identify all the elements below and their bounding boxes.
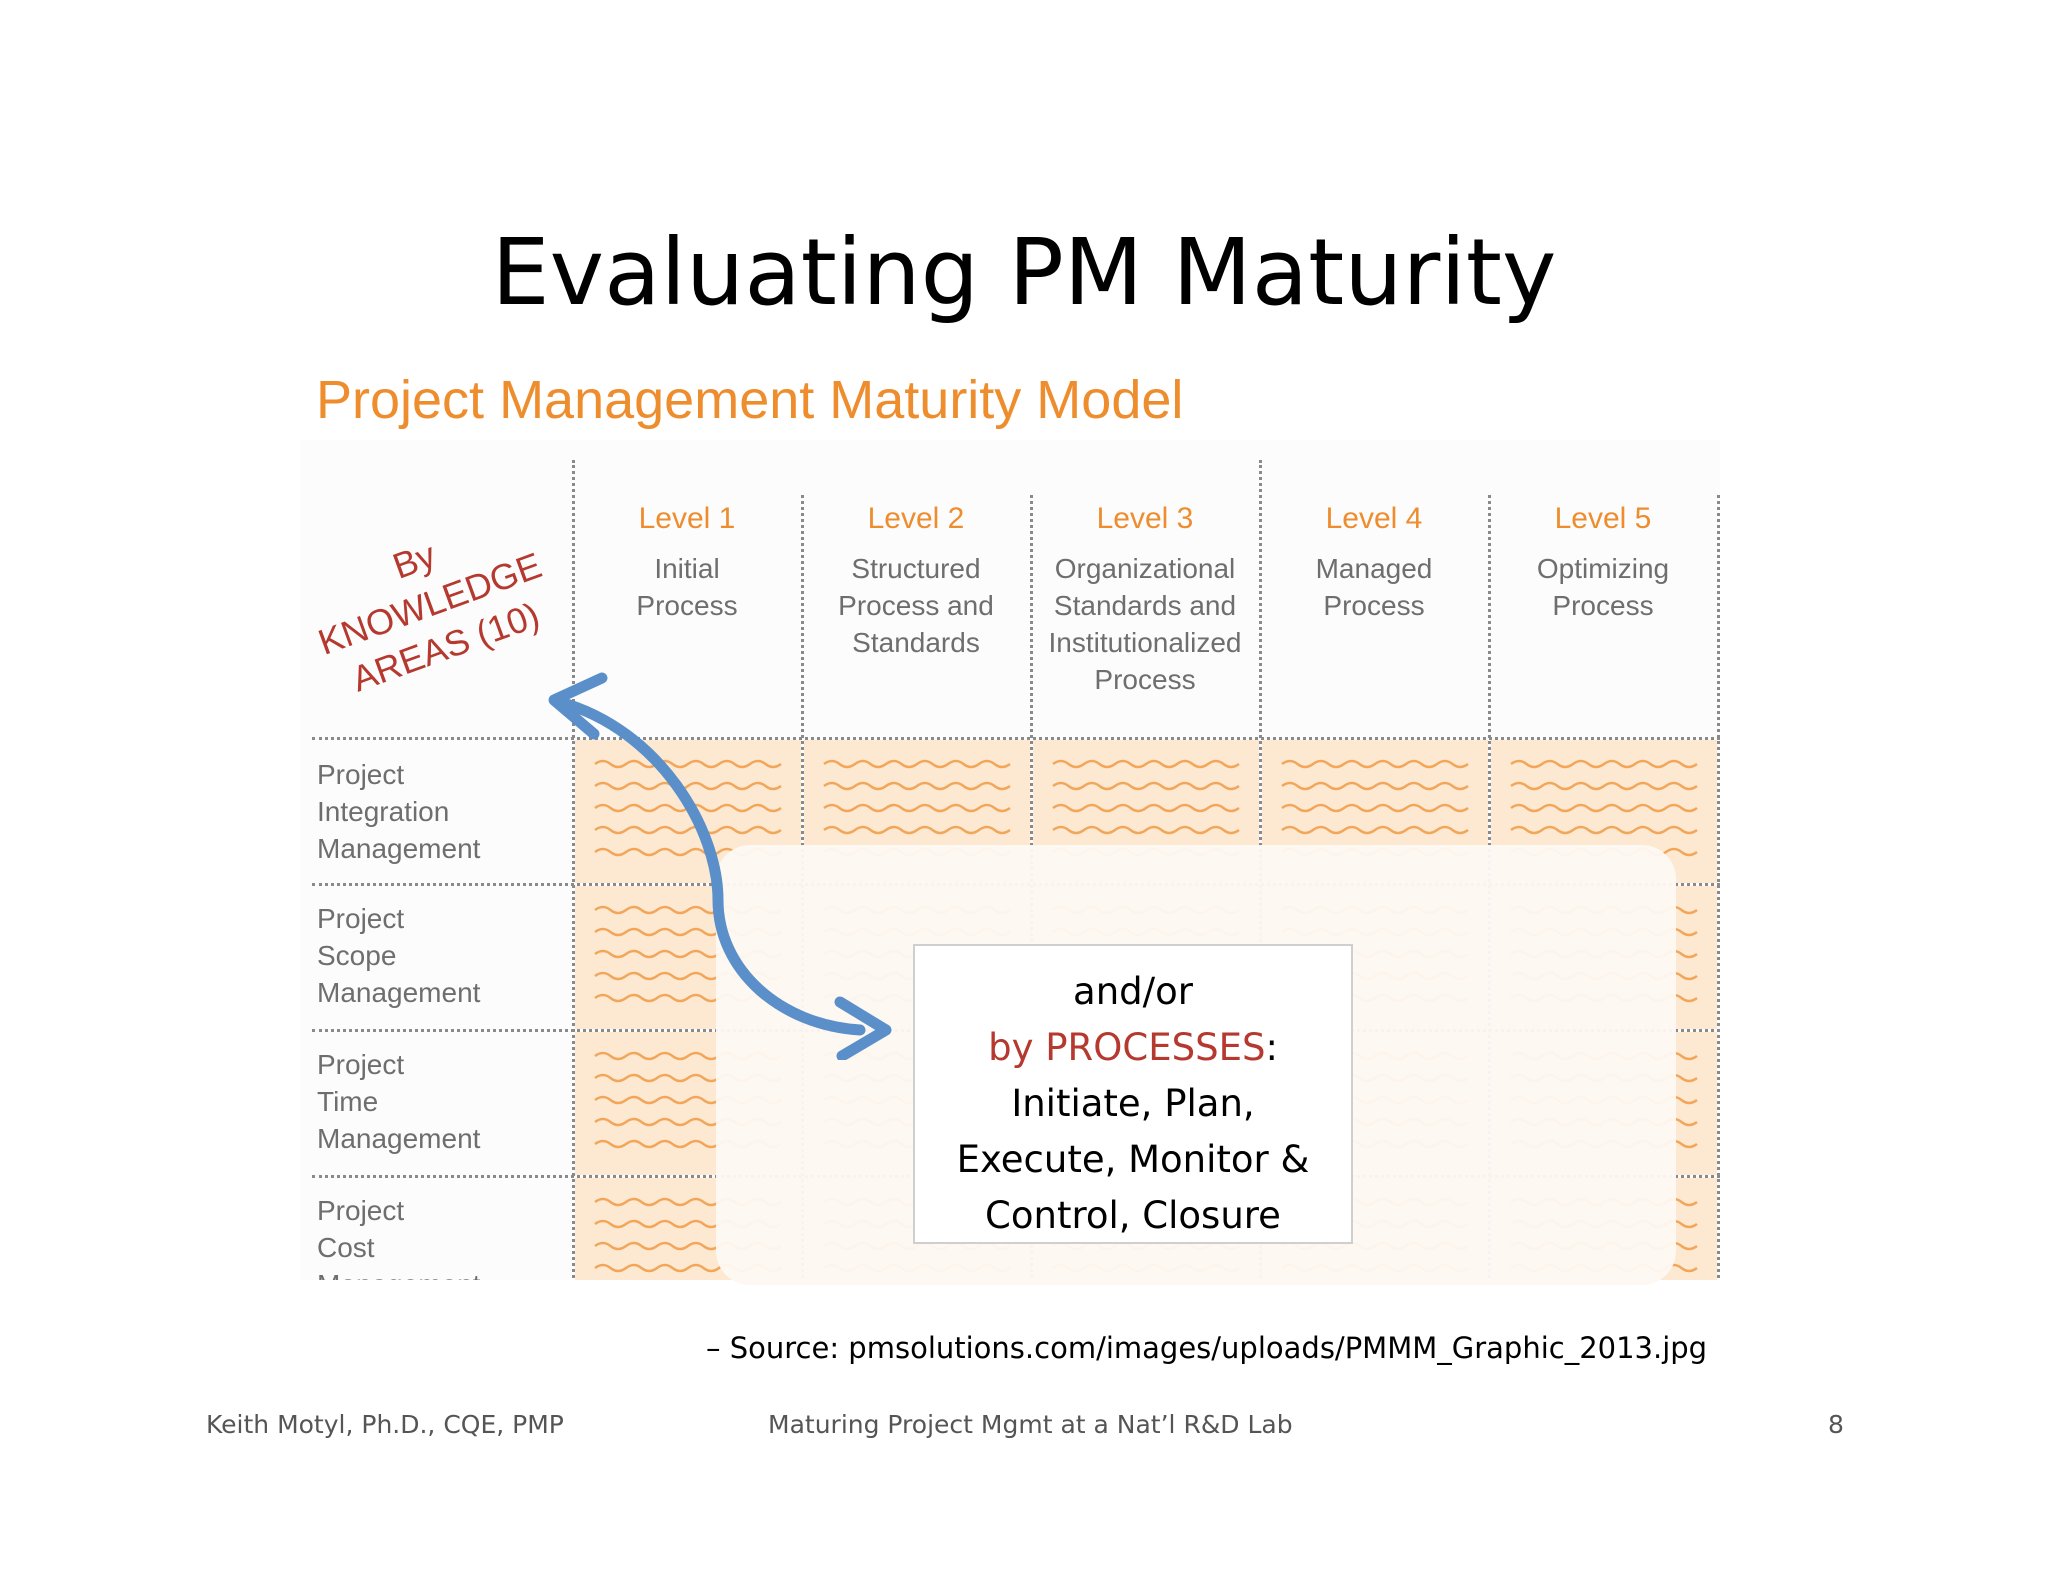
row-divider	[312, 737, 1720, 740]
slide-title: Evaluating PM Maturity	[491, 219, 1557, 326]
figure-title: Project Management Maturity Model	[316, 370, 1184, 430]
level-desc-line: Managed	[1315, 553, 1433, 584]
level-desc-line: Process	[1094, 664, 1196, 695]
row-label-time: Project Time Management	[317, 1046, 480, 1157]
level-desc-line: Structured	[851, 553, 981, 584]
level-header-1: Level 1 Initial Process	[572, 500, 802, 624]
level-desc-line: Initial	[654, 553, 720, 584]
level-label: Level 4	[1325, 502, 1423, 535]
row-label-line: Integration	[317, 796, 450, 827]
row-label-line: Time	[317, 1086, 379, 1117]
process-line-2: by PROCESSES:	[915, 1020, 1351, 1076]
column-divider	[1717, 495, 1720, 1280]
row-label-line: Project	[317, 1049, 405, 1080]
row-label-line: Cost	[317, 1232, 375, 1263]
row-label-line: Project	[317, 759, 405, 790]
level-desc-line: Process	[1323, 590, 1425, 621]
level-desc-line: Standards	[852, 627, 980, 658]
level-header-3: Level 3 Organizational Standards and Ins…	[1030, 500, 1260, 698]
level-desc-line: Organizational	[1054, 553, 1236, 584]
row-label-integration: Project Integration Management	[317, 756, 480, 867]
row-label-line: Management	[317, 1266, 480, 1280]
processes-annotation-box: and/or by PROCESSES: Initiate, Plan, Exe…	[913, 944, 1353, 1244]
level-header-5: Level 5 Optimizing Process	[1488, 500, 1718, 624]
level-label: Level 2	[867, 502, 965, 535]
footer-page-number: 8	[1828, 1410, 1844, 1439]
level-desc-line: Institutionalized	[1048, 627, 1242, 658]
level-label: Level 1	[638, 502, 736, 535]
double-headed-curved-arrow-icon	[548, 672, 892, 1060]
row-label-cost: Project Cost Management	[317, 1192, 480, 1280]
row-label-line: Scope	[317, 940, 397, 971]
level-desc-line: Process and	[838, 590, 994, 621]
wave-pattern	[1510, 759, 1698, 857]
wave-pattern	[823, 759, 1011, 857]
row-label-line: Management	[317, 833, 481, 864]
level-label: Level 5	[1554, 502, 1652, 535]
level-header-4: Level 4 Managed Process	[1259, 500, 1489, 624]
level-desc-line: Process	[636, 590, 738, 621]
level-desc-line: Optimizing	[1536, 553, 1670, 584]
row-label-scope: Project Scope Management	[317, 900, 480, 1011]
process-line: Control, Closure	[985, 1194, 1281, 1237]
process-line: and/or	[1073, 970, 1193, 1013]
process-red-text: by PROCESSES	[988, 1026, 1266, 1069]
process-colon: :	[1265, 1026, 1278, 1069]
process-line: Initiate, Plan,	[1011, 1082, 1255, 1125]
level-header-2: Level 2 Structured Process and Standards	[801, 500, 1031, 661]
source-citation: – Source: pmsolutions.com/images/uploads…	[706, 1331, 1708, 1365]
row-label-line: Project	[317, 903, 405, 934]
row-label-line: Project	[317, 1195, 405, 1226]
row-label-line: Management	[317, 1123, 481, 1154]
column-divider	[572, 460, 575, 1280]
footer-author: Keith Motyl, Ph.D., CQE, PMP	[206, 1410, 564, 1439]
footer-talk-title: Maturing Project Mgmt at a Nat’l R&D Lab	[768, 1410, 1293, 1439]
level-desc-line: Standards and	[1053, 590, 1237, 621]
process-line: Execute, Monitor &	[956, 1138, 1310, 1181]
row-label-line: Management	[317, 977, 481, 1008]
level-label: Level 3	[1096, 502, 1194, 535]
level-desc-line: Process	[1552, 590, 1654, 621]
